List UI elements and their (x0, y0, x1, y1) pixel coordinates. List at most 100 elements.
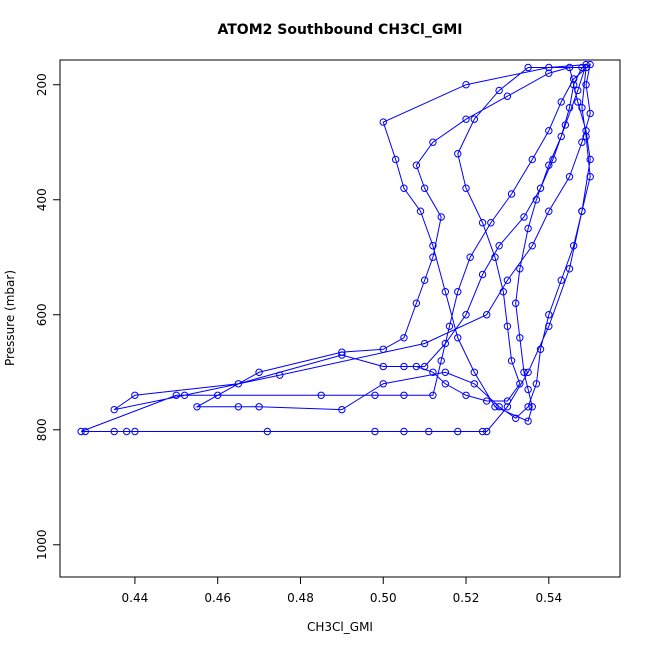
point (578, 207, 586, 215)
point (338, 348, 346, 356)
x-tick-label: 0.52 (453, 591, 480, 605)
point (454, 334, 462, 342)
point (462, 391, 470, 399)
x-tick-label: 0.54 (535, 591, 562, 605)
point (478, 427, 487, 436)
point (263, 427, 272, 436)
y-tick-label: 600 (35, 303, 49, 326)
point (371, 391, 379, 399)
point (379, 345, 387, 353)
point (582, 132, 590, 141)
point (561, 121, 570, 129)
point (412, 299, 421, 307)
point (420, 184, 429, 192)
point (586, 173, 594, 181)
point (429, 242, 437, 250)
point (338, 405, 346, 414)
point (180, 391, 189, 399)
point (520, 213, 528, 221)
point (545, 207, 553, 215)
point (545, 161, 553, 169)
point (400, 334, 408, 342)
point (503, 322, 512, 330)
point (429, 391, 437, 399)
point (379, 380, 387, 388)
point (495, 403, 503, 411)
point (545, 311, 553, 319)
point (574, 86, 582, 95)
y-tick-label: 800 (35, 418, 49, 441)
point (524, 403, 532, 411)
point (569, 75, 578, 83)
point (445, 322, 454, 330)
point (557, 132, 565, 141)
point (454, 288, 462, 296)
point (462, 115, 470, 123)
point (470, 380, 479, 388)
y-tick-label: 1000 (35, 530, 49, 561)
point (524, 417, 532, 425)
point (420, 339, 429, 348)
point (122, 427, 131, 436)
point (400, 184, 408, 192)
point (429, 368, 437, 376)
point (429, 138, 437, 146)
point (586, 155, 594, 164)
x-tick-label: 0.44 (122, 591, 149, 605)
point (503, 92, 512, 100)
point (172, 391, 181, 399)
point (507, 190, 516, 198)
point (454, 150, 462, 158)
point (524, 368, 532, 376)
point (545, 63, 553, 72)
point (503, 403, 512, 411)
point (400, 391, 408, 399)
point (276, 371, 284, 379)
point (81, 427, 89, 436)
point (503, 276, 512, 284)
point (441, 380, 450, 388)
point (338, 351, 346, 359)
point (532, 380, 541, 388)
point (524, 224, 532, 233)
x-tick-label: 0.48 (287, 591, 314, 605)
point (511, 299, 520, 307)
point (524, 385, 532, 394)
point (549, 155, 557, 164)
plot-frame (59, 59, 621, 578)
point (582, 127, 590, 135)
point (400, 362, 408, 371)
point (441, 339, 450, 348)
point (569, 81, 578, 89)
point (462, 81, 470, 89)
point (379, 362, 387, 371)
point (545, 322, 553, 330)
point (582, 60, 590, 69)
point (565, 265, 574, 273)
point (131, 427, 139, 436)
point (131, 391, 139, 399)
point (528, 155, 536, 164)
x-tick-label: 0.46 (204, 591, 231, 605)
point (524, 63, 532, 72)
point (503, 397, 512, 405)
point (441, 368, 450, 376)
point (470, 368, 479, 376)
point (528, 403, 536, 411)
point (528, 242, 536, 250)
point (391, 155, 400, 164)
point (466, 253, 474, 261)
point (437, 213, 445, 221)
point (213, 391, 222, 399)
point (371, 427, 379, 436)
point (317, 391, 325, 399)
point (578, 138, 586, 146)
series-line (80, 63, 591, 433)
point (420, 362, 429, 371)
point (557, 276, 565, 284)
point (234, 380, 243, 388)
point (520, 368, 528, 376)
point (462, 311, 470, 319)
point (483, 397, 491, 405)
point (483, 311, 491, 319)
